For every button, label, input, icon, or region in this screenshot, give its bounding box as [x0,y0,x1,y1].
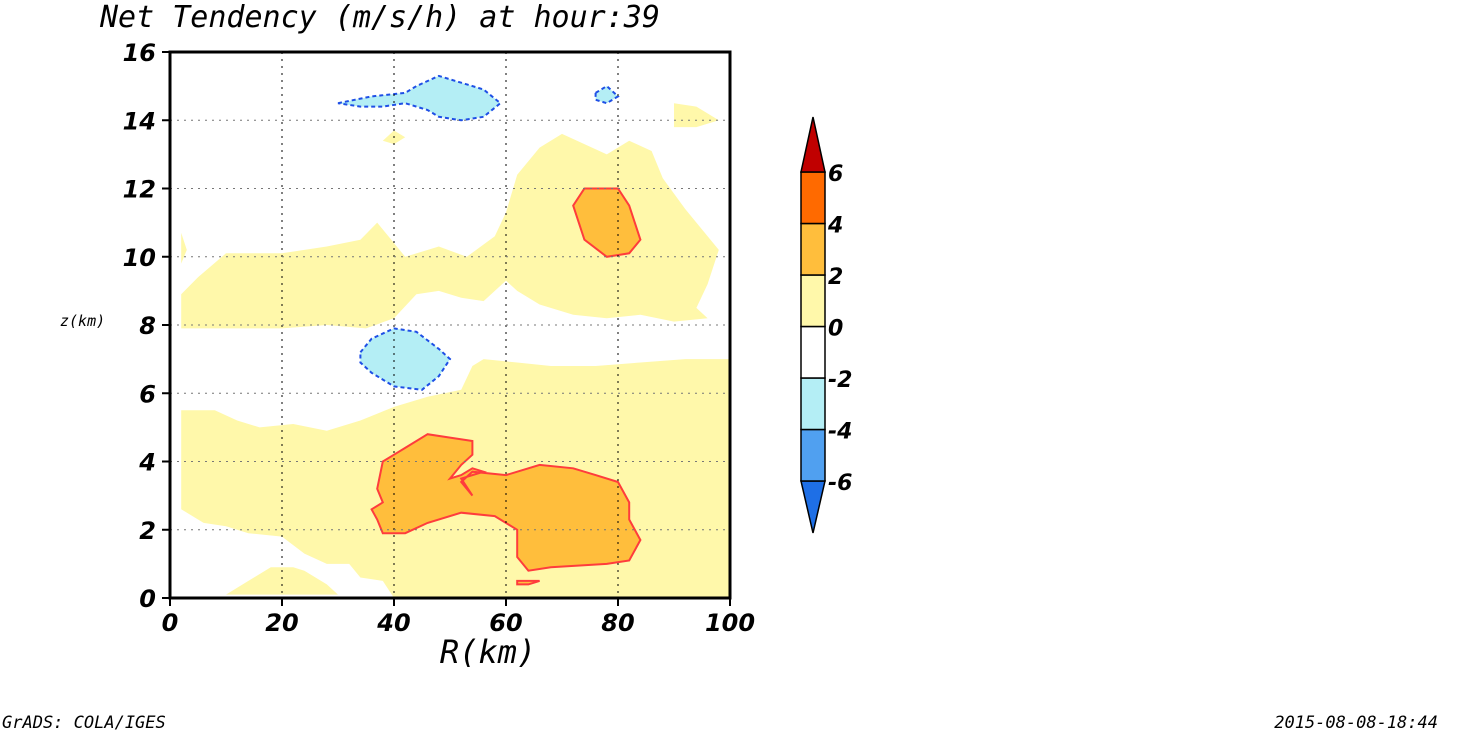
footer-left-label: GrADS: COLA/IGES [2,713,166,733]
footer-right-timestamp: 2015-08-08-18:44 [1274,713,1438,733]
colorbar-segment [800,377,826,431]
contour-region-2-1 [337,74,502,122]
colorbar: -6 -4 -2 0 2 4 6 [800,116,852,534]
y-tick-label: 8 [139,312,156,340]
colorbar-segment [800,222,826,276]
colorbar-label: -2 [828,368,852,393]
colorbar-segment [800,325,826,379]
colorbar-label: 2 [828,265,843,290]
x-tick-label: 80 [601,609,634,637]
y-tick-label: 4 [138,449,156,477]
x-axis-ticks: 0 20 40 60 80 100 [162,598,755,637]
contour-region-0-2 [226,567,338,595]
x-tick-label: 0 [162,609,179,637]
chart-title: Net Tendency (m/s/h) at hour:39 [99,0,660,35]
colorbar-min-arrow [800,480,826,534]
x-tick-label: 100 [705,609,755,637]
grid-lines [170,52,730,598]
colorbar-label: 0 [828,317,843,342]
y-tick-label: 0 [139,585,156,613]
contour-region-2-2 [594,84,620,105]
y-tick-label: 12 [123,176,156,204]
contour-region-0-3 [674,103,719,128]
x-axis-label: R(km) [440,633,536,671]
colorbar-label: 4 [827,214,843,239]
contour-region-0-5 [181,232,187,264]
y-tick-label: 16 [123,39,156,67]
colorbar-max-arrow [800,116,826,173]
colorbar-segment [800,428,826,482]
colorbar-label: -4 [828,420,852,445]
contour-fills [181,74,730,598]
x-tick-label: 60 [489,609,522,637]
contour-region-1-0 [370,433,642,572]
x-tick-label: 40 [376,609,410,637]
contour-region-2-0 [359,327,452,391]
colorbar-label: 6 [828,162,843,187]
contour-region-1-1 [572,187,642,258]
y-axis-label: z(km) [60,312,105,330]
contour-region-0-0 [181,133,719,329]
y-tick-label: 2 [139,517,156,545]
colorbar-segment [800,274,826,328]
y-tick-label: 10 [123,244,156,272]
y-tick-label: 6 [139,380,156,408]
y-tick-label: 14 [123,107,156,135]
colorbar-segment [800,171,826,225]
x-tick-label: 20 [265,609,298,637]
y-axis-ticks: 0 2 4 6 8 10 12 14 16 [123,39,170,613]
colorbar-label: -6 [828,471,852,496]
contour-region-1-2 [516,579,540,586]
